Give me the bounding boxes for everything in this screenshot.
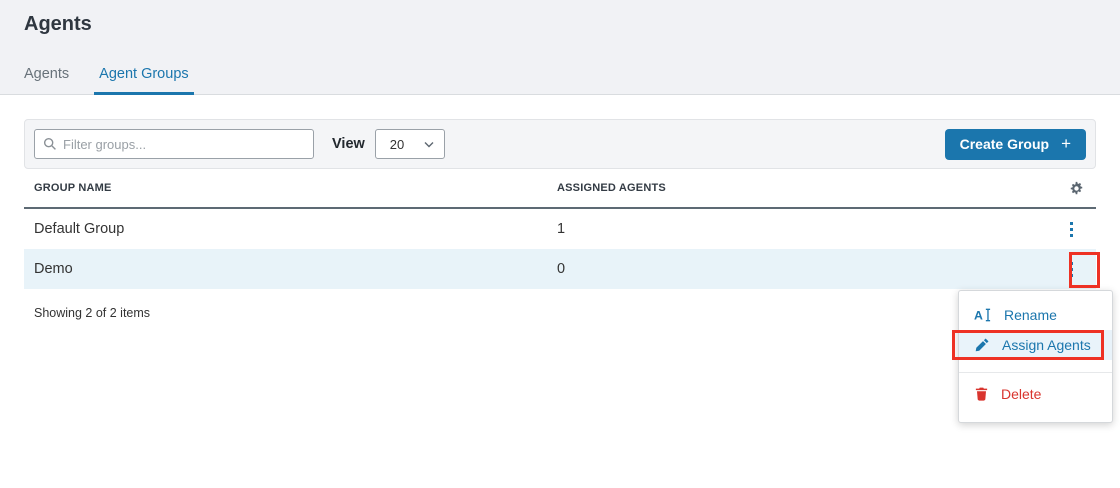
menu-divider bbox=[959, 372, 1112, 373]
page-title: Agents bbox=[24, 13, 92, 35]
items-count-summary: Showing 2 of 2 items bbox=[34, 306, 151, 320]
tab-bar: Agents Agent Groups bbox=[0, 66, 1120, 95]
column-assigned-agents: ASSIGNED AGENTS bbox=[557, 182, 666, 194]
gear-icon bbox=[1069, 181, 1084, 196]
filter-groups-input[interactable] bbox=[63, 136, 305, 152]
assigned-agents-cell: 1 bbox=[557, 221, 566, 237]
table-settings-button[interactable] bbox=[1069, 181, 1084, 196]
view-label: View bbox=[332, 136, 365, 152]
menu-item-label: Rename bbox=[1004, 307, 1057, 323]
group-name-cell: Default Group bbox=[34, 221, 125, 237]
plus-icon: + bbox=[1061, 134, 1071, 153]
chevron-down-icon bbox=[424, 141, 434, 148]
pencil-icon bbox=[974, 337, 990, 353]
table-row-demo[interactable]: Demo 0 bbox=[24, 249, 1096, 289]
group-name-cell: Demo bbox=[34, 261, 73, 277]
groups-table: GROUP NAME ASSIGNED AGENTS Default Group… bbox=[24, 169, 1096, 320]
page-size-value: 20 bbox=[389, 136, 405, 152]
menu-item-assign-agents[interactable]: Assign Agents bbox=[959, 330, 1112, 360]
create-group-label: Create Group bbox=[959, 136, 1050, 152]
row-actions-kebab-icon[interactable] bbox=[1058, 252, 1084, 286]
tab-agent-groups[interactable]: Agent Groups bbox=[94, 66, 194, 95]
svg-text:A: A bbox=[974, 309, 983, 323]
column-group-name: GROUP NAME bbox=[34, 182, 112, 194]
menu-item-label: Assign Agents bbox=[1002, 337, 1091, 353]
menu-item-rename[interactable]: A Rename bbox=[959, 300, 1112, 330]
toolbar: View 20 Create Group + bbox=[24, 119, 1096, 169]
filter-groups-box bbox=[34, 129, 314, 159]
search-icon bbox=[43, 137, 57, 151]
assigned-agents-cell: 0 bbox=[557, 261, 566, 277]
trash-icon bbox=[974, 386, 989, 402]
table-header-row: GROUP NAME ASSIGNED AGENTS bbox=[24, 169, 1096, 209]
create-group-button[interactable]: Create Group + bbox=[944, 128, 1086, 160]
row-actions-kebab-icon[interactable] bbox=[1058, 212, 1084, 246]
page-size-select[interactable]: 20 bbox=[374, 129, 445, 159]
table-body: Default Group 1 Demo 0 bbox=[24, 209, 1096, 289]
tab-agents[interactable]: Agents bbox=[24, 66, 70, 82]
menu-item-label: Delete bbox=[1001, 386, 1042, 402]
rename-icon: A bbox=[974, 307, 992, 323]
row-actions-context-menu: A Rename Assign Agents Delete bbox=[958, 290, 1113, 423]
menu-item-delete[interactable]: Delete bbox=[959, 379, 1112, 409]
page-header: Agents Agents Agent Groups bbox=[0, 0, 1120, 95]
table-row-default-group[interactable]: Default Group 1 bbox=[24, 209, 1096, 249]
